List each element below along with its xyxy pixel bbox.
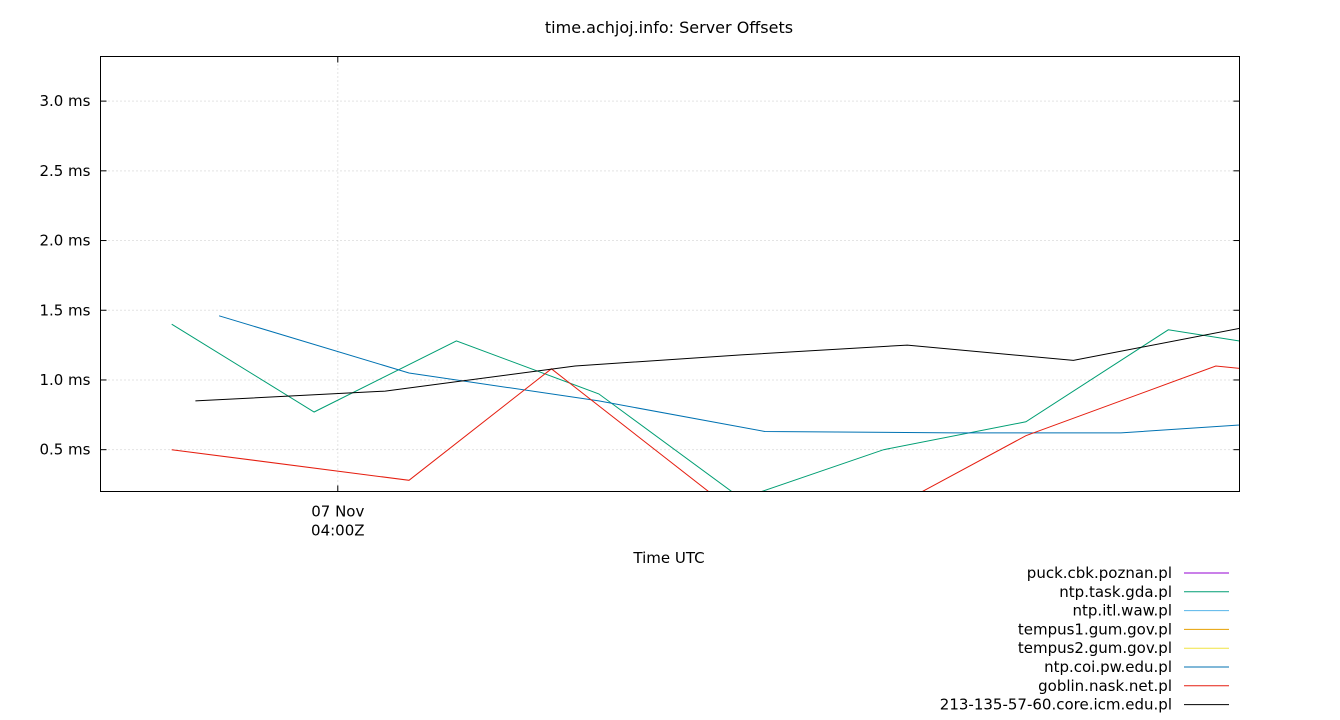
x-tick-label-time: 04:00Z [311,522,365,540]
series-layer [171,315,1240,492]
legend-label: 213-135-57-60.core.icm.edu.pl [940,696,1172,714]
x-tick-label-date: 07 Nov [311,503,364,521]
y-tick-label: 3.0 ms [39,92,90,110]
legend-label: ntp.coi.pw.edu.pl [1044,658,1172,676]
plot-frame [100,56,1240,492]
y-tick-label: 2.0 ms [39,232,90,250]
legend-label: ntp.task.gda.pl [1059,583,1172,601]
legend-label: tempus2.gum.gov.pl [1018,639,1172,657]
legend-label: goblin.nask.net.pl [1038,677,1172,695]
chart-title: time.achjoj.info: Server Offsets [545,18,793,37]
series-line [195,327,1240,402]
legend-label: tempus1.gum.gov.pl [1018,620,1172,638]
y-axis: 0.5 ms 1.0 ms 1.5 ms 2.0 ms 2.5 ms 3.0 ms [39,92,1240,459]
series-line [171,365,1240,492]
y-tick-label: 0.5 ms [39,441,90,459]
series-line [171,323,1240,492]
x-axis-label: Time UTC [632,549,704,567]
y-tick-label: 2.5 ms [39,162,90,180]
series-line [218,315,1240,434]
legend: puck.cbk.poznan.plntp.task.gda.plntp.itl… [940,564,1229,714]
y-tick-label: 1.0 ms [39,371,90,389]
legend-label: ntp.itl.waw.pl [1073,602,1172,620]
legend-label: puck.cbk.poznan.pl [1027,564,1172,582]
y-tick-label: 1.5 ms [39,301,90,319]
grid-lines [100,56,1240,492]
